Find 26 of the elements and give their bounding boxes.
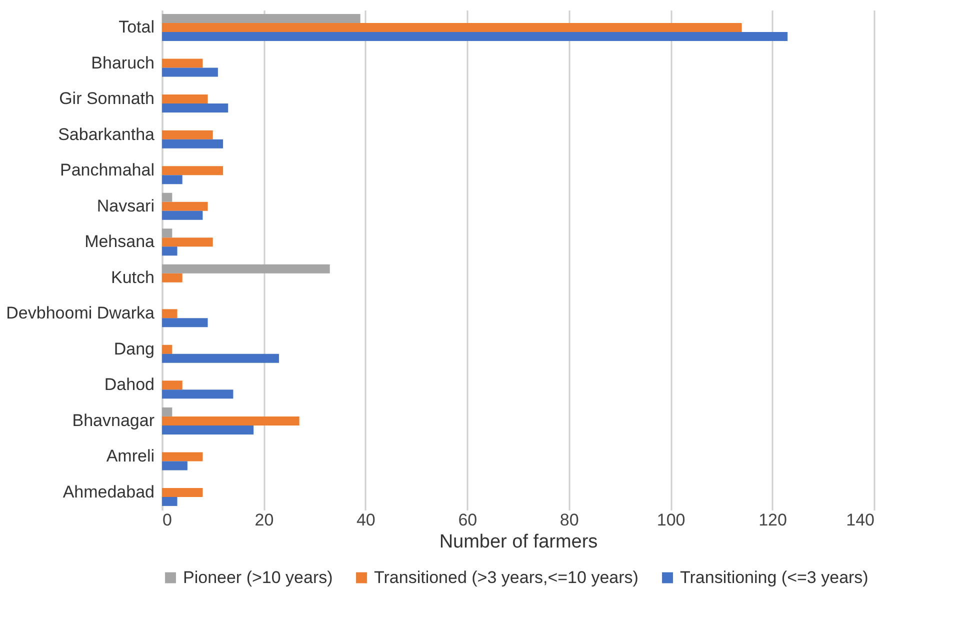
x-tick-label: 20 <box>254 510 274 530</box>
y-tick-label: Gir Somnath <box>59 89 154 108</box>
y-tick-label: Bhavnagar <box>72 410 155 430</box>
y-tick-label: Panchmahal <box>60 160 154 180</box>
y-tick-label: Amreli <box>106 446 154 466</box>
y-tick-label: Total <box>118 18 154 37</box>
y-tick-label: Sabarkantha <box>58 124 156 144</box>
legend-label: Transitioning (<=3 years) <box>680 568 868 587</box>
y-tick-label: Mehsana <box>84 232 156 252</box>
y-tick-label: Kutch <box>111 268 154 287</box>
x-tick-label: 60 <box>458 510 478 530</box>
y-tick-label: Navsari <box>96 196 154 216</box>
x-tick-label: 0 <box>162 510 172 530</box>
x-tick-label: 120 <box>758 510 787 530</box>
x-tick-label: 80 <box>560 510 579 530</box>
x-axis-title: Number of farmers <box>439 532 598 552</box>
y-tick-label: Ahmedabad <box>62 482 154 502</box>
y-tick-label: Dahod <box>104 375 154 394</box>
legend-label: Transitioned (>3 years,<=10 years) <box>374 568 638 587</box>
x-tick-label: 100 <box>656 510 686 530</box>
x-tick-label: 40 <box>356 510 376 530</box>
y-tick-label: Bharuch <box>91 53 154 72</box>
y-tick-label: Devbhoomi Dwarka <box>6 304 156 323</box>
y-tick-label: Dang <box>114 339 154 358</box>
x-tick-label: 140 <box>846 510 874 530</box>
legend-label: Pioneer (>10 years) <box>183 568 333 587</box>
